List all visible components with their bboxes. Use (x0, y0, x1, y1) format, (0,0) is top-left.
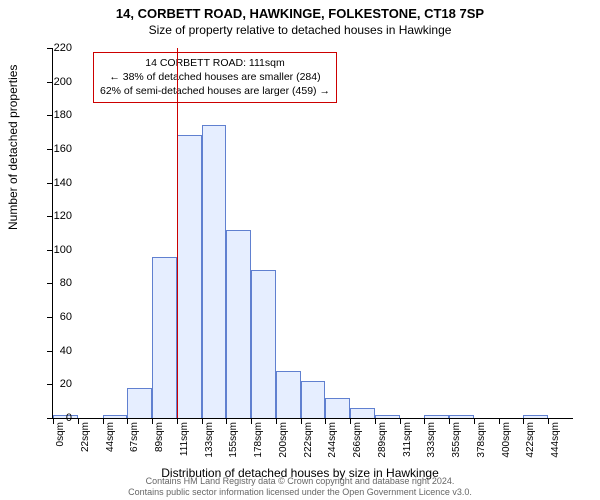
annotation-line2: ← 38% of detached houses are smaller (28… (100, 70, 330, 84)
x-tick (474, 418, 475, 424)
histogram-bar (226, 230, 251, 418)
x-tick (301, 418, 302, 424)
x-tick-label: 311sqm (402, 422, 413, 462)
footer-line2: Contains public sector information licen… (0, 487, 600, 498)
y-tick-label: 40 (46, 345, 72, 357)
histogram-bar (424, 415, 449, 418)
x-tick-label: 444sqm (550, 422, 561, 462)
x-tick (375, 418, 376, 424)
x-tick (251, 418, 252, 424)
x-tick (103, 418, 104, 424)
y-tick-label: 160 (46, 143, 72, 155)
histogram-bar (202, 125, 227, 418)
histogram-bar (103, 415, 128, 418)
x-tick-label: 222sqm (303, 422, 314, 462)
x-tick-label: 0sqm (55, 422, 66, 462)
histogram-bar (325, 398, 350, 418)
x-tick-label: 355sqm (451, 422, 462, 462)
x-tick (78, 418, 79, 424)
footer-text: Contains HM Land Registry data © Crown c… (0, 476, 600, 498)
y-tick-label: 140 (46, 177, 72, 189)
x-tick-label: 67sqm (129, 422, 140, 462)
x-tick-label: 111sqm (179, 422, 190, 462)
x-tick-label: 89sqm (154, 422, 165, 462)
x-tick-label: 244sqm (327, 422, 338, 462)
histogram-bar (375, 415, 400, 418)
x-tick-label: 422sqm (525, 422, 536, 462)
footer-line1: Contains HM Land Registry data © Crown c… (0, 476, 600, 487)
histogram-bar (523, 415, 548, 418)
x-tick-label: 155sqm (228, 422, 239, 462)
histogram-bar (127, 388, 152, 418)
x-tick (177, 418, 178, 424)
x-tick (202, 418, 203, 424)
y-tick-label: 200 (46, 76, 72, 88)
y-tick-label: 60 (46, 311, 72, 323)
y-tick-label: 180 (46, 109, 72, 121)
annotation-line3: 62% of semi-detached houses are larger (… (100, 84, 330, 98)
histogram-bar (301, 381, 326, 418)
x-tick (499, 418, 500, 424)
x-tick-label: 378sqm (476, 422, 487, 462)
y-tick-label: 20 (46, 378, 72, 390)
x-tick-label: 289sqm (377, 422, 388, 462)
plot-area: 14 CORBETT ROAD: 111sqm ← 38% of detache… (52, 48, 573, 419)
x-tick (152, 418, 153, 424)
x-tick-label: 22sqm (80, 422, 91, 462)
x-tick-label: 266sqm (352, 422, 363, 462)
histogram-bar (276, 371, 301, 418)
annotation-line1: 14 CORBETT ROAD: 111sqm (100, 56, 330, 70)
reference-line (177, 48, 178, 418)
x-tick-label: 178sqm (253, 422, 264, 462)
chart-subtitle: Size of property relative to detached ho… (0, 21, 600, 37)
x-tick (400, 418, 401, 424)
x-tick-label: 400sqm (501, 422, 512, 462)
histogram-bar (152, 257, 177, 418)
y-axis-title: Number of detached properties (6, 65, 20, 230)
x-tick-label: 44sqm (105, 422, 116, 462)
x-tick-label: 333sqm (426, 422, 437, 462)
y-tick-label: 120 (46, 210, 72, 222)
histogram-bar (251, 270, 276, 418)
x-tick (350, 418, 351, 424)
chart-title: 14, CORBETT ROAD, HAWKINGE, FOLKESTONE, … (0, 0, 600, 21)
y-tick-label: 220 (46, 42, 72, 54)
histogram-bar (350, 408, 375, 418)
chart-container: 14, CORBETT ROAD, HAWKINGE, FOLKESTONE, … (0, 0, 600, 500)
x-tick-label: 200sqm (278, 422, 289, 462)
annotation-box: 14 CORBETT ROAD: 111sqm ← 38% of detache… (93, 52, 337, 103)
y-tick-label: 100 (46, 244, 72, 256)
histogram-bar (177, 135, 202, 418)
histogram-bar (449, 415, 474, 418)
y-tick-label: 80 (46, 277, 72, 289)
x-tick (276, 418, 277, 424)
x-tick-label: 133sqm (204, 422, 215, 462)
